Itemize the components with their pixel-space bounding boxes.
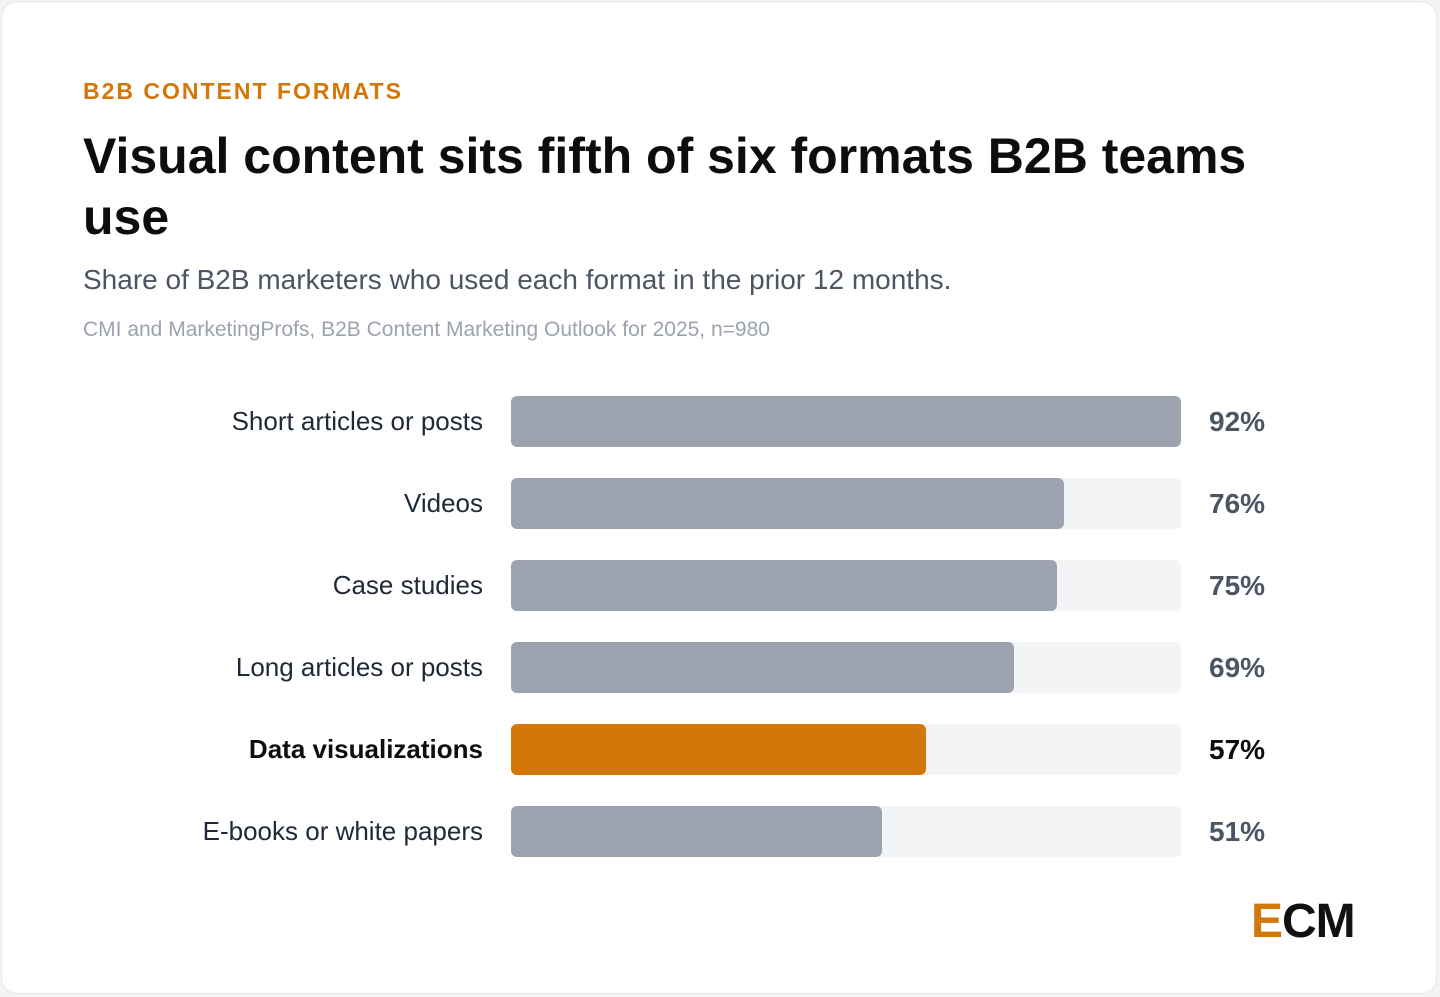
bar — [511, 478, 1064, 529]
chart-source: CMI and MarketingProfs, B2B Content Mark… — [83, 318, 770, 341]
category-label: Case studies — [332, 570, 483, 600]
category-label: Short articles or posts — [231, 406, 483, 436]
value-label: 57% — [1209, 734, 1266, 765]
logo-accent-letter: E — [1251, 895, 1283, 948]
category-label: Long articles or posts — [235, 652, 483, 682]
category-label: Data visualizations — [248, 734, 483, 764]
value-label: 51% — [1209, 816, 1266, 847]
value-label: 69% — [1209, 652, 1266, 683]
bar — [511, 806, 882, 857]
bar — [511, 724, 926, 775]
value-label: 76% — [1209, 488, 1266, 519]
bar — [511, 396, 1181, 447]
value-label: 92% — [1209, 406, 1266, 437]
bar — [511, 642, 1014, 693]
logo-rest-letters: CM — [1282, 895, 1356, 948]
category-label: E-books or white papers — [202, 816, 483, 846]
chart-title: Visual content sits fifth of six formats… — [83, 128, 1247, 245]
value-label: 75% — [1209, 570, 1266, 601]
brand-logo: ECM — [1251, 894, 1356, 949]
bar — [511, 560, 1057, 611]
eyebrow: B2B CONTENT FORMATS — [83, 78, 403, 104]
category-label: Videos — [403, 488, 483, 518]
chart-subtitle: Share of B2B marketers who used each for… — [83, 264, 952, 295]
